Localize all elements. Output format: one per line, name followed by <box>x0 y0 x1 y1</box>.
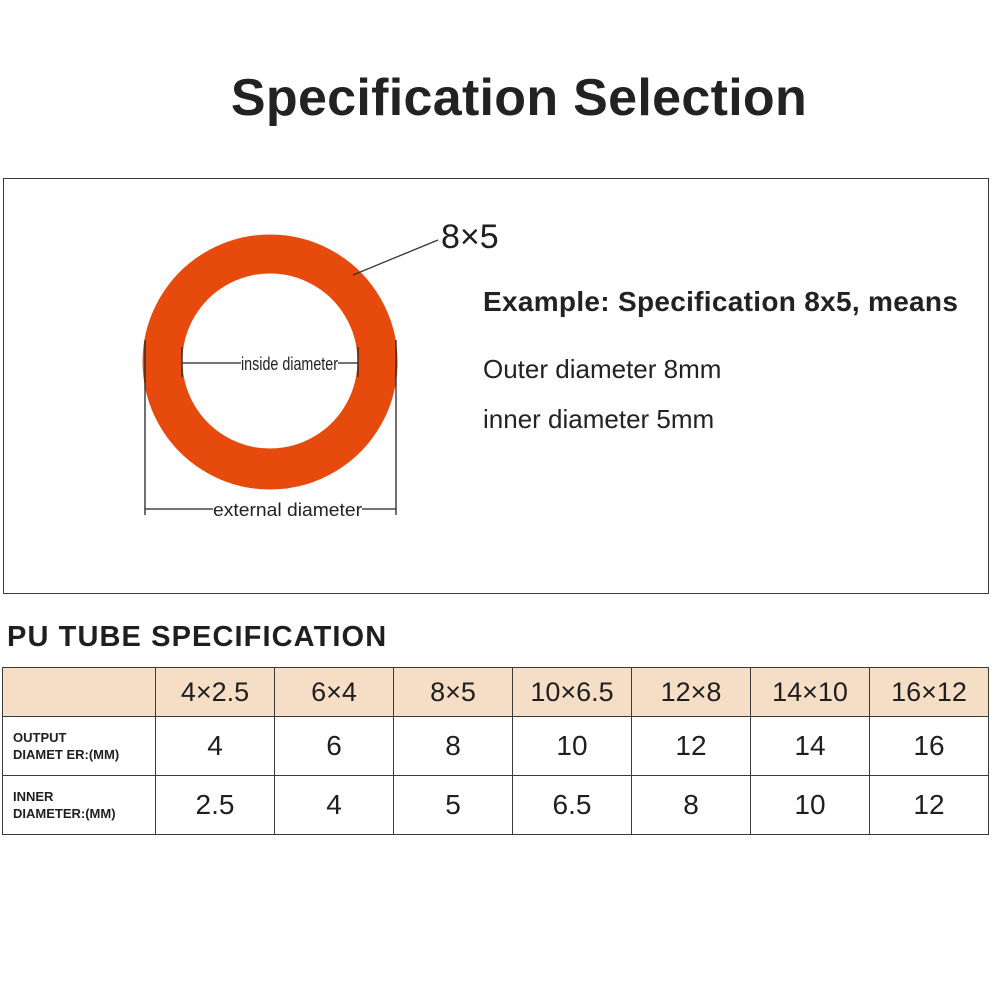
svg-text:8×5: 8×5 <box>441 218 499 256</box>
svg-text:external diameter: external diameter <box>213 500 362 520</box>
svg-text:inside diameter: inside diameter <box>241 354 338 374</box>
